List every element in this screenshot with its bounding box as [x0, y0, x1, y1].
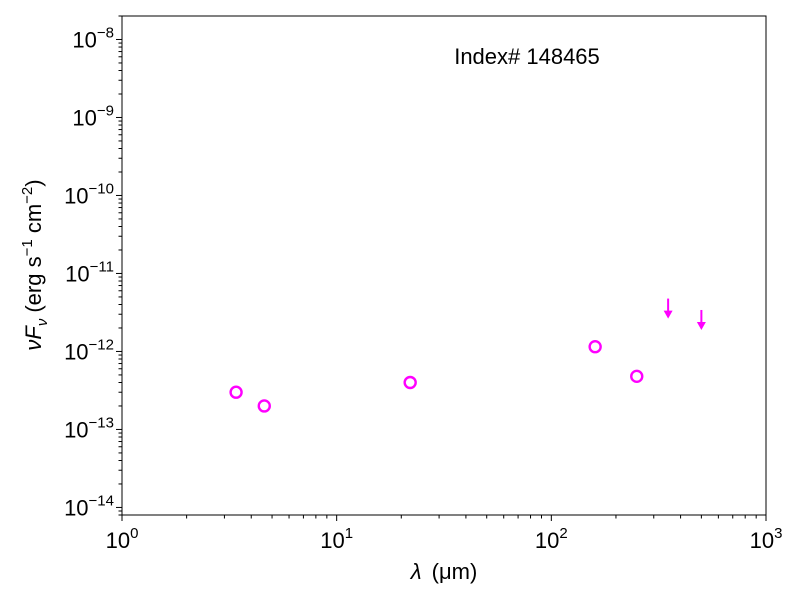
x-tick-label: 102 — [535, 525, 568, 553]
upper-limit-arrow — [696, 309, 706, 330]
upper-limit-arrow-head — [663, 310, 673, 319]
axis-ticks — [116, 15, 767, 521]
data-point — [257, 399, 271, 413]
y-tick-label: 10−10 — [64, 180, 114, 208]
y-tick-label: 10−13 — [64, 414, 114, 442]
data-marks — [229, 298, 706, 413]
x-axis-label: λ (μm) — [410, 559, 478, 584]
data-point — [229, 385, 243, 399]
x-tick-label: 103 — [750, 525, 783, 553]
y-tick-label: 10−8 — [72, 24, 114, 52]
upper-limit-arrow — [663, 298, 673, 319]
x-tick-label: 101 — [320, 525, 353, 553]
data-point — [588, 340, 602, 354]
tick-labels: 100 101 102 103 10−14 10−13 10−12 10−11 10−10 10−… — [64, 24, 782, 553]
y-axis-label: νFν(erg s−1 cm−2) — [19, 179, 51, 350]
plot-area — [121, 15, 767, 516]
y-tick-label: 10−11 — [65, 258, 114, 286]
data-point — [403, 375, 417, 390]
y-tick-label: 10−12 — [64, 336, 114, 364]
x-tick-label: 100 — [106, 525, 139, 553]
y-tick-label: 10−14 — [64, 492, 114, 520]
y-tick-label: 10−9 — [72, 102, 114, 130]
data-point — [630, 369, 644, 384]
annotation-label: Index# 148465 — [454, 44, 600, 69]
upper-limit-arrow-head — [696, 321, 706, 330]
